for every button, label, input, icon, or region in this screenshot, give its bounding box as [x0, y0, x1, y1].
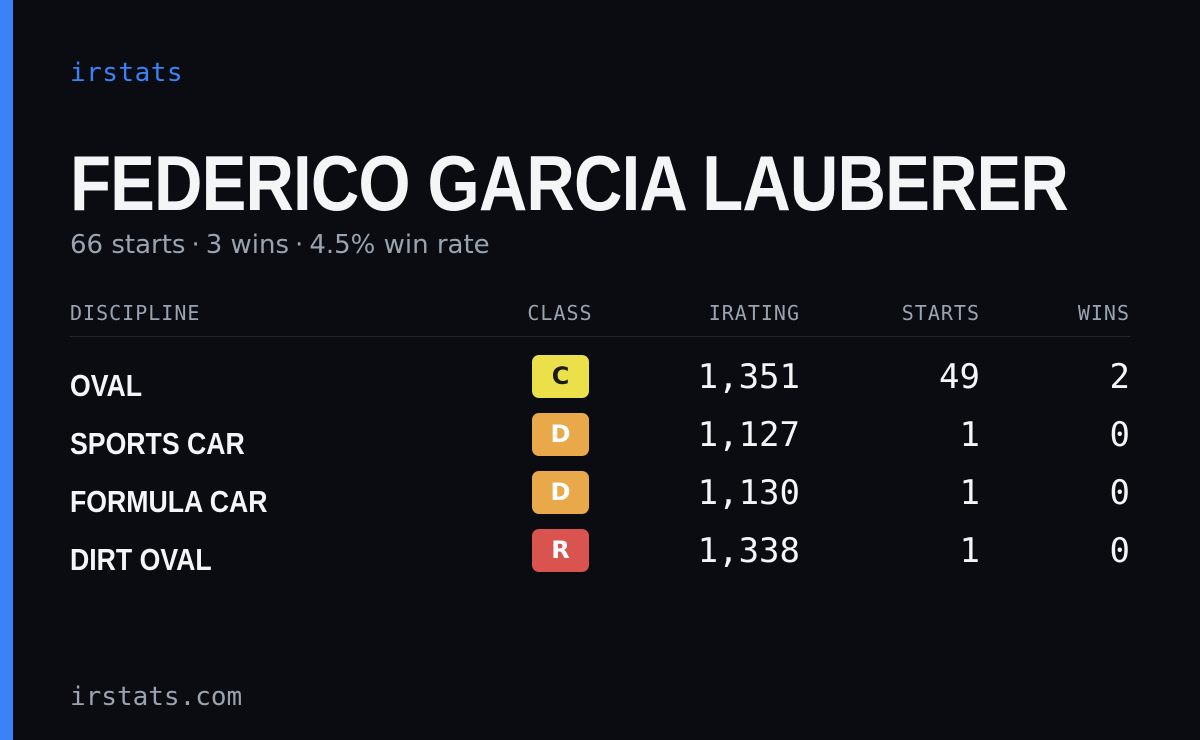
discipline-name: DIRT OVAL	[70, 542, 212, 577]
table-row: SPORTS CAR D 1,127 1 0	[70, 411, 1130, 469]
driver-summary: 66 starts · 3 wins · 4.5% win rate	[70, 228, 490, 262]
license-class-badge: D	[532, 413, 589, 456]
driver-name: FEDERICO GARCIA LAUBERER	[70, 139, 1069, 227]
column-header-wins: WINS	[1077, 301, 1130, 325]
table-row: FORMULA CAR D 1,130 1 0	[70, 469, 1130, 527]
stats-table: DISCIPLINE CLASS IRATING STARTS WINS OVA…	[70, 296, 1130, 585]
discipline-name: SPORTS CAR	[70, 426, 245, 461]
irating-value: 1,338	[697, 531, 800, 571]
summary-separator: ·	[191, 230, 200, 260]
summary-wins: 3 wins	[205, 230, 290, 260]
license-class-badge: D	[532, 471, 589, 514]
starts-value: 1	[959, 531, 980, 571]
wins-value: 0	[1109, 415, 1130, 455]
summary-separator: ·	[295, 230, 304, 260]
wins-value: 0	[1109, 531, 1130, 571]
table-row: DIRT OVAL R 1,338 1 0	[70, 527, 1130, 585]
starts-value: 49	[939, 357, 980, 397]
summary-win-rate: 4.5% win rate	[309, 230, 490, 260]
table-row: OVAL C 1,351 49 2	[70, 353, 1130, 411]
irating-value: 1,351	[697, 357, 800, 397]
irating-value: 1,127	[697, 415, 800, 455]
summary-starts: 66 starts	[70, 230, 186, 260]
column-header-class: CLASS	[527, 301, 593, 325]
column-header-discipline: DISCIPLINE	[70, 301, 201, 325]
discipline-name: OVAL	[70, 368, 143, 403]
license-class-badge: C	[532, 355, 589, 398]
irating-value: 1,130	[697, 473, 800, 513]
column-header-irating: IRATING	[708, 301, 800, 325]
column-header-starts: STARTS	[901, 301, 980, 325]
table-header: DISCIPLINE CLASS IRATING STARTS WINS	[70, 296, 1130, 337]
footer-url: irstats.com	[70, 682, 243, 712]
license-class-badge: R	[532, 529, 589, 572]
discipline-name: FORMULA CAR	[70, 484, 268, 519]
starts-value: 1	[959, 473, 980, 513]
starts-value: 1	[959, 415, 980, 455]
wins-value: 2	[1109, 357, 1130, 397]
table-body: OVAL C 1,351 49 2 SPORTS CAR D 1,127 1 0…	[70, 337, 1130, 585]
wins-value: 0	[1109, 473, 1130, 513]
accent-bar	[0, 0, 13, 740]
brand-logo: irstats	[70, 58, 184, 88]
